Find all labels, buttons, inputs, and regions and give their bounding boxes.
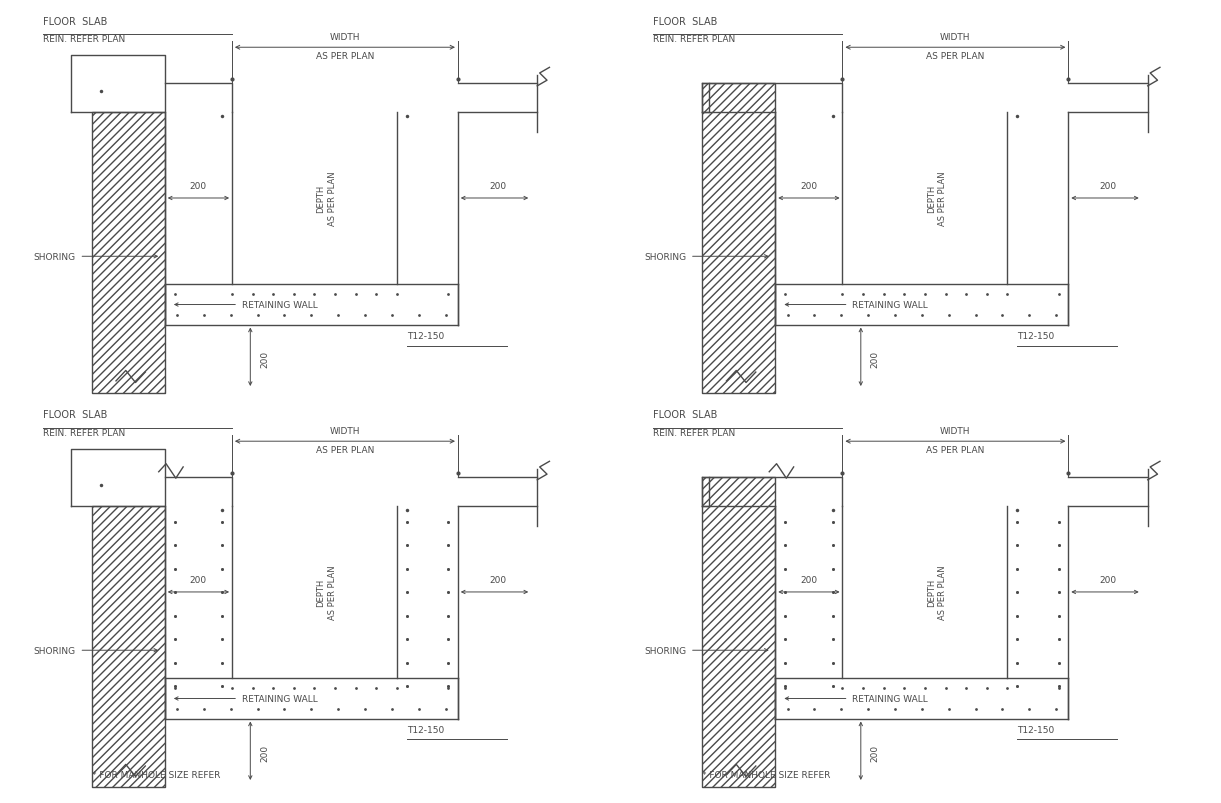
Text: FLOOR  SLAB: FLOOR SLAB [43, 410, 107, 420]
Text: RETAINING WALL: RETAINING WALL [242, 694, 317, 703]
Text: REIN. REFER PLAN: REIN. REFER PLAN [653, 35, 735, 44]
Text: SHORING: SHORING [643, 252, 686, 262]
Text: RETAINING WALL: RETAINING WALL [852, 300, 928, 310]
Text: AS PER PLAN: AS PER PLAN [316, 52, 374, 61]
Text: DEPTH
AS PER PLAN: DEPTH AS PER PLAN [927, 565, 947, 619]
Text: WIDTH: WIDTH [330, 426, 360, 435]
Text: 200: 200 [189, 575, 208, 585]
Text: 200: 200 [260, 351, 269, 368]
Text: REIN. REFER PLAN: REIN. REFER PLAN [43, 429, 125, 438]
Text: FLOOR  SLAB: FLOOR SLAB [653, 410, 718, 420]
Text: T12-150: T12-150 [1017, 332, 1055, 340]
Text: T12-150: T12-150 [407, 332, 444, 340]
Text: 200: 200 [871, 744, 879, 761]
Text: RETAINING WALL: RETAINING WALL [852, 694, 928, 703]
Text: RETAINING WALL: RETAINING WALL [242, 300, 317, 310]
Text: WIDTH: WIDTH [940, 33, 971, 42]
Text: 200: 200 [189, 181, 208, 191]
Text: SHORING: SHORING [33, 646, 76, 655]
Text: * FOR MANHOLE SIZE REFER: * FOR MANHOLE SIZE REFER [92, 770, 220, 779]
Text: 200: 200 [1099, 575, 1117, 585]
Polygon shape [702, 84, 775, 393]
Polygon shape [92, 506, 165, 787]
Text: REIN. REFER PLAN: REIN. REFER PLAN [43, 35, 125, 44]
Text: T12-150: T12-150 [1017, 725, 1055, 734]
Text: 200: 200 [260, 744, 269, 761]
Polygon shape [92, 112, 165, 393]
Text: WIDTH: WIDTH [330, 33, 360, 42]
Polygon shape [702, 478, 775, 787]
Text: REIN. REFER PLAN: REIN. REFER PLAN [653, 429, 735, 438]
Text: SHORING: SHORING [643, 646, 686, 655]
Text: AS PER PLAN: AS PER PLAN [927, 446, 984, 454]
Text: SHORING: SHORING [33, 252, 76, 262]
Text: FLOOR  SLAB: FLOOR SLAB [43, 17, 107, 26]
Text: AS PER PLAN: AS PER PLAN [316, 446, 374, 454]
Text: FLOOR  SLAB: FLOOR SLAB [653, 17, 718, 26]
Text: 200: 200 [871, 351, 879, 368]
Text: WIDTH: WIDTH [940, 426, 971, 435]
Text: 200: 200 [488, 181, 507, 191]
Text: 200: 200 [1099, 181, 1117, 191]
Text: * FOR MANHOLE SIZE REFER: * FOR MANHOLE SIZE REFER [702, 770, 830, 779]
Text: 200: 200 [800, 181, 818, 191]
Text: DEPTH
AS PER PLAN: DEPTH AS PER PLAN [316, 172, 337, 226]
Text: AS PER PLAN: AS PER PLAN [927, 52, 984, 61]
Text: DEPTH
AS PER PLAN: DEPTH AS PER PLAN [316, 565, 337, 619]
Text: 200: 200 [800, 575, 818, 585]
Text: T12-150: T12-150 [407, 725, 444, 734]
Text: 200: 200 [488, 575, 507, 585]
Text: DEPTH
AS PER PLAN: DEPTH AS PER PLAN [927, 172, 947, 226]
